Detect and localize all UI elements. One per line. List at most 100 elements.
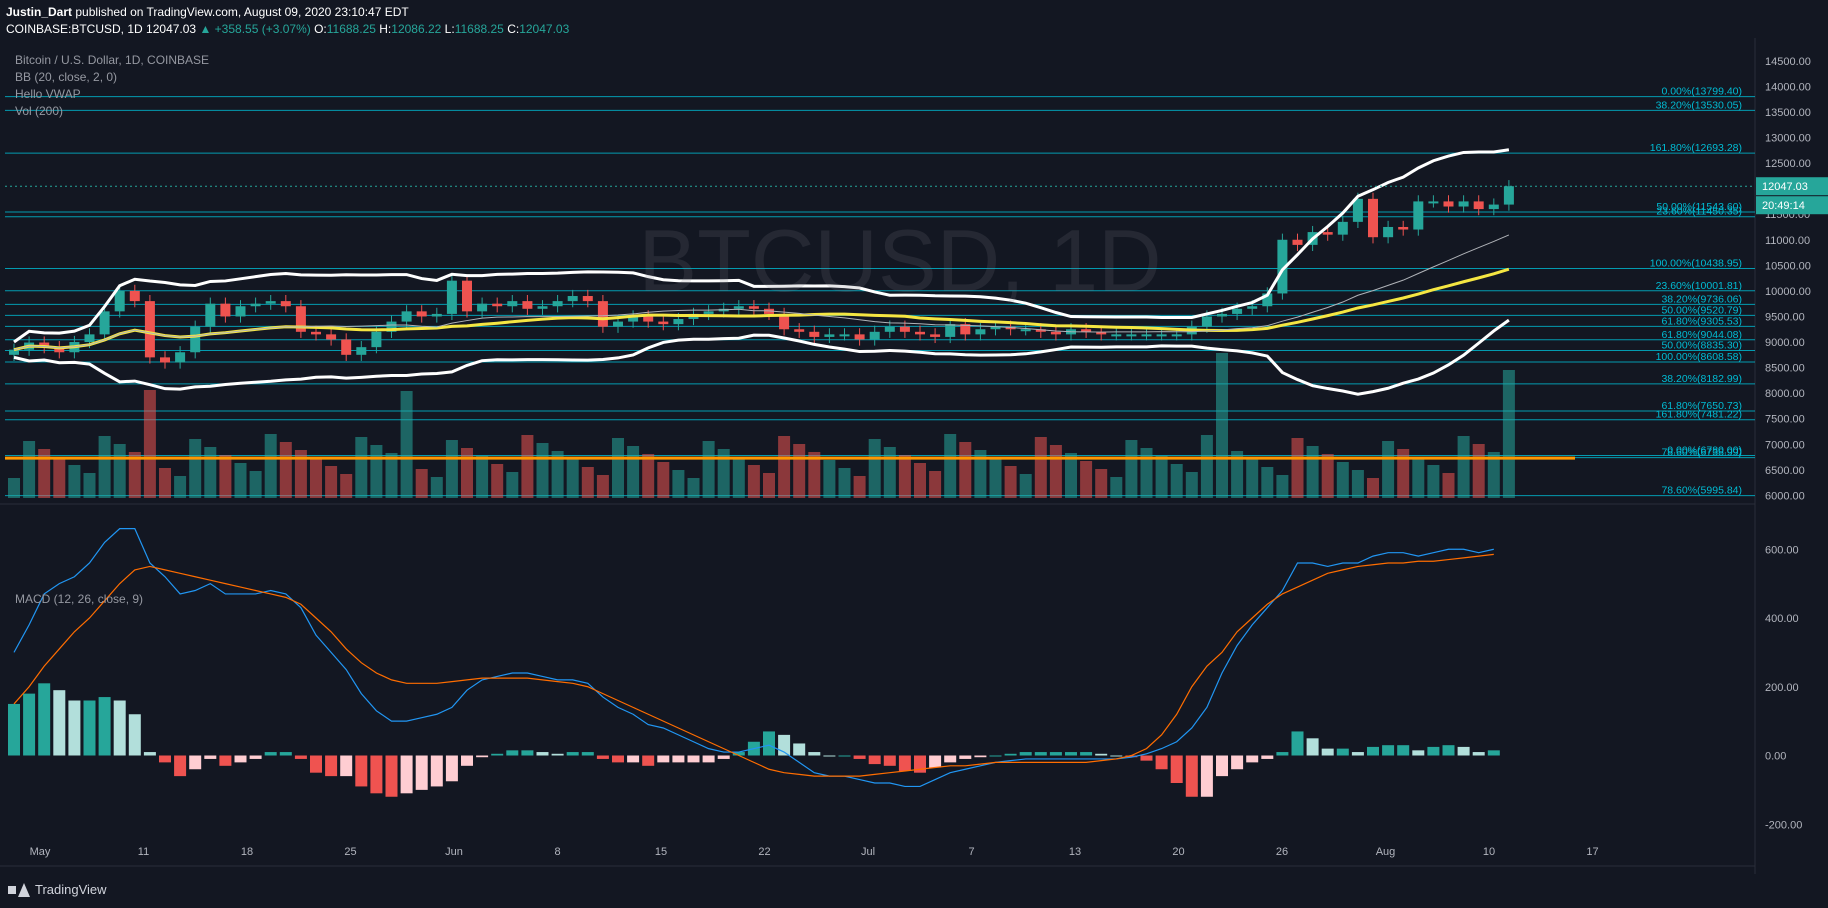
tradingview-logo-icon [8, 882, 30, 897]
time-tick-label: Aug [1376, 846, 1396, 858]
candle-body [1050, 331, 1061, 335]
tradingview-logo[interactable]: TradingView [8, 882, 107, 897]
volume-bar [1351, 470, 1364, 498]
macd-tick-label: 600.00 [1765, 544, 1799, 556]
macd-histogram-bar [113, 700, 126, 756]
macd-tick-label: 0.00 [1765, 751, 1786, 763]
macd-histogram-bar [189, 755, 202, 770]
candle-body [748, 306, 759, 309]
candle-body [431, 313, 442, 317]
volume-bar [1231, 451, 1244, 498]
volume-bar [128, 452, 141, 498]
macd-histogram-bar [1487, 750, 1500, 756]
candle-body [9, 349, 19, 355]
candle-body [824, 334, 835, 337]
publish-info: Justin_Dart published on TradingView.com… [6, 5, 409, 19]
macd-histogram-bar [279, 752, 292, 756]
macd-histogram-bar [1472, 752, 1485, 756]
volume-bar [461, 448, 473, 498]
candle-body [628, 316, 639, 322]
candle-body [280, 301, 291, 307]
macd-histogram-bar [204, 755, 217, 759]
volume-bar [1457, 436, 1470, 498]
volume-bar [898, 455, 911, 498]
candle-body [386, 321, 397, 332]
candle-body [401, 311, 412, 322]
time-tick-label: 22 [758, 846, 770, 858]
macd-line [13, 528, 1494, 788]
legend-vwap[interactable]: Hello VWAP [15, 87, 81, 101]
volume-bar [340, 474, 353, 498]
macd-histogram-bar [1336, 748, 1349, 756]
volume-bar [1427, 465, 1440, 498]
indicator-legend: Bitcoin / U.S. Dollar, 1D, COINBASE BB (… [15, 52, 209, 120]
time-tick-label: Jul [861, 846, 875, 858]
volume-bar [1261, 467, 1274, 498]
macd-histogram-bar [702, 755, 715, 763]
volume-bar [1185, 472, 1198, 498]
candle-body [552, 301, 563, 307]
candle-body [1020, 329, 1031, 332]
candle-body [371, 331, 382, 348]
legend-bb[interactable]: BB (20, close, 2, 0) [15, 70, 118, 84]
volume-bar [657, 462, 670, 498]
candle-body [1126, 334, 1137, 337]
legend-vol[interactable]: Vol (200) [15, 104, 64, 118]
macd-histogram-bar [687, 755, 700, 763]
candle-body [1232, 308, 1243, 314]
macd-histogram-bar [808, 752, 821, 756]
candle-body [114, 290, 125, 312]
macd-histogram-bar [128, 714, 141, 756]
price-tick-label: 9500.00 [1765, 311, 1805, 323]
candle-body [537, 306, 548, 309]
volume-bar [1442, 473, 1455, 498]
volume-bar [627, 446, 640, 498]
macd-legend[interactable]: MACD (12, 26, close, 9) [15, 592, 144, 606]
volume-bar [1095, 469, 1108, 498]
author-name[interactable]: Justin_Dart [6, 5, 73, 19]
time-tick-label: 25 [344, 846, 356, 858]
candle-body [1262, 293, 1273, 307]
candle-body [1428, 201, 1439, 204]
volume-bar [385, 453, 398, 498]
legend-title[interactable]: Bitcoin / U.S. Dollar, 1D, COINBASE [15, 53, 210, 67]
time-tick-label: Jun [445, 846, 463, 858]
price-change: ▲ +358.55 (+3.07%) [199, 22, 311, 36]
macd-histogram-bar [219, 755, 232, 766]
candle-body [1096, 331, 1107, 335]
candle-body [220, 303, 231, 317]
chart-canvas[interactable]: 6000.00 6500.00 7000.00 7500.00 8000.00 8500.… [0, 38, 1828, 874]
macd-histogram-bar [1291, 731, 1304, 756]
macd-histogram-bar [959, 755, 972, 759]
macd-histogram-bar [310, 755, 322, 773]
open-label: O: [314, 22, 327, 36]
volume-bar [1246, 459, 1259, 498]
macd-histogram-bar [1412, 750, 1425, 756]
candle-body [915, 331, 925, 335]
volume-bar [1170, 464, 1183, 498]
volume-bar [476, 456, 489, 498]
macd-histogram-bar [717, 755, 730, 759]
macd-histogram-bar [1110, 755, 1123, 757]
macd-histogram-bar [355, 755, 368, 787]
fib-label: 61.80%(9305.53) [1661, 315, 1742, 327]
macd-histogram-bar [430, 755, 443, 787]
macd-histogram-bar [642, 755, 655, 766]
candle-body [1352, 198, 1363, 222]
time-tick-label: May [30, 846, 51, 858]
macd-histogram-bar [68, 700, 81, 756]
volume-bar [204, 447, 217, 498]
volume-bar [1140, 448, 1153, 498]
candle-body [1503, 186, 1514, 205]
fib-label: 161.80%(7481.22) [1656, 409, 1742, 421]
candle-body [869, 331, 880, 340]
macd-histogram-bar [23, 693, 36, 756]
price-tick-label: 9000.00 [1765, 337, 1805, 349]
candle-body [356, 347, 367, 355]
volume-bar [415, 469, 428, 498]
candle-body [250, 303, 261, 307]
candle-body [1473, 201, 1484, 210]
candle-body [39, 342, 50, 348]
macd-histogram-bar [1321, 748, 1334, 756]
candle-body [129, 290, 140, 302]
